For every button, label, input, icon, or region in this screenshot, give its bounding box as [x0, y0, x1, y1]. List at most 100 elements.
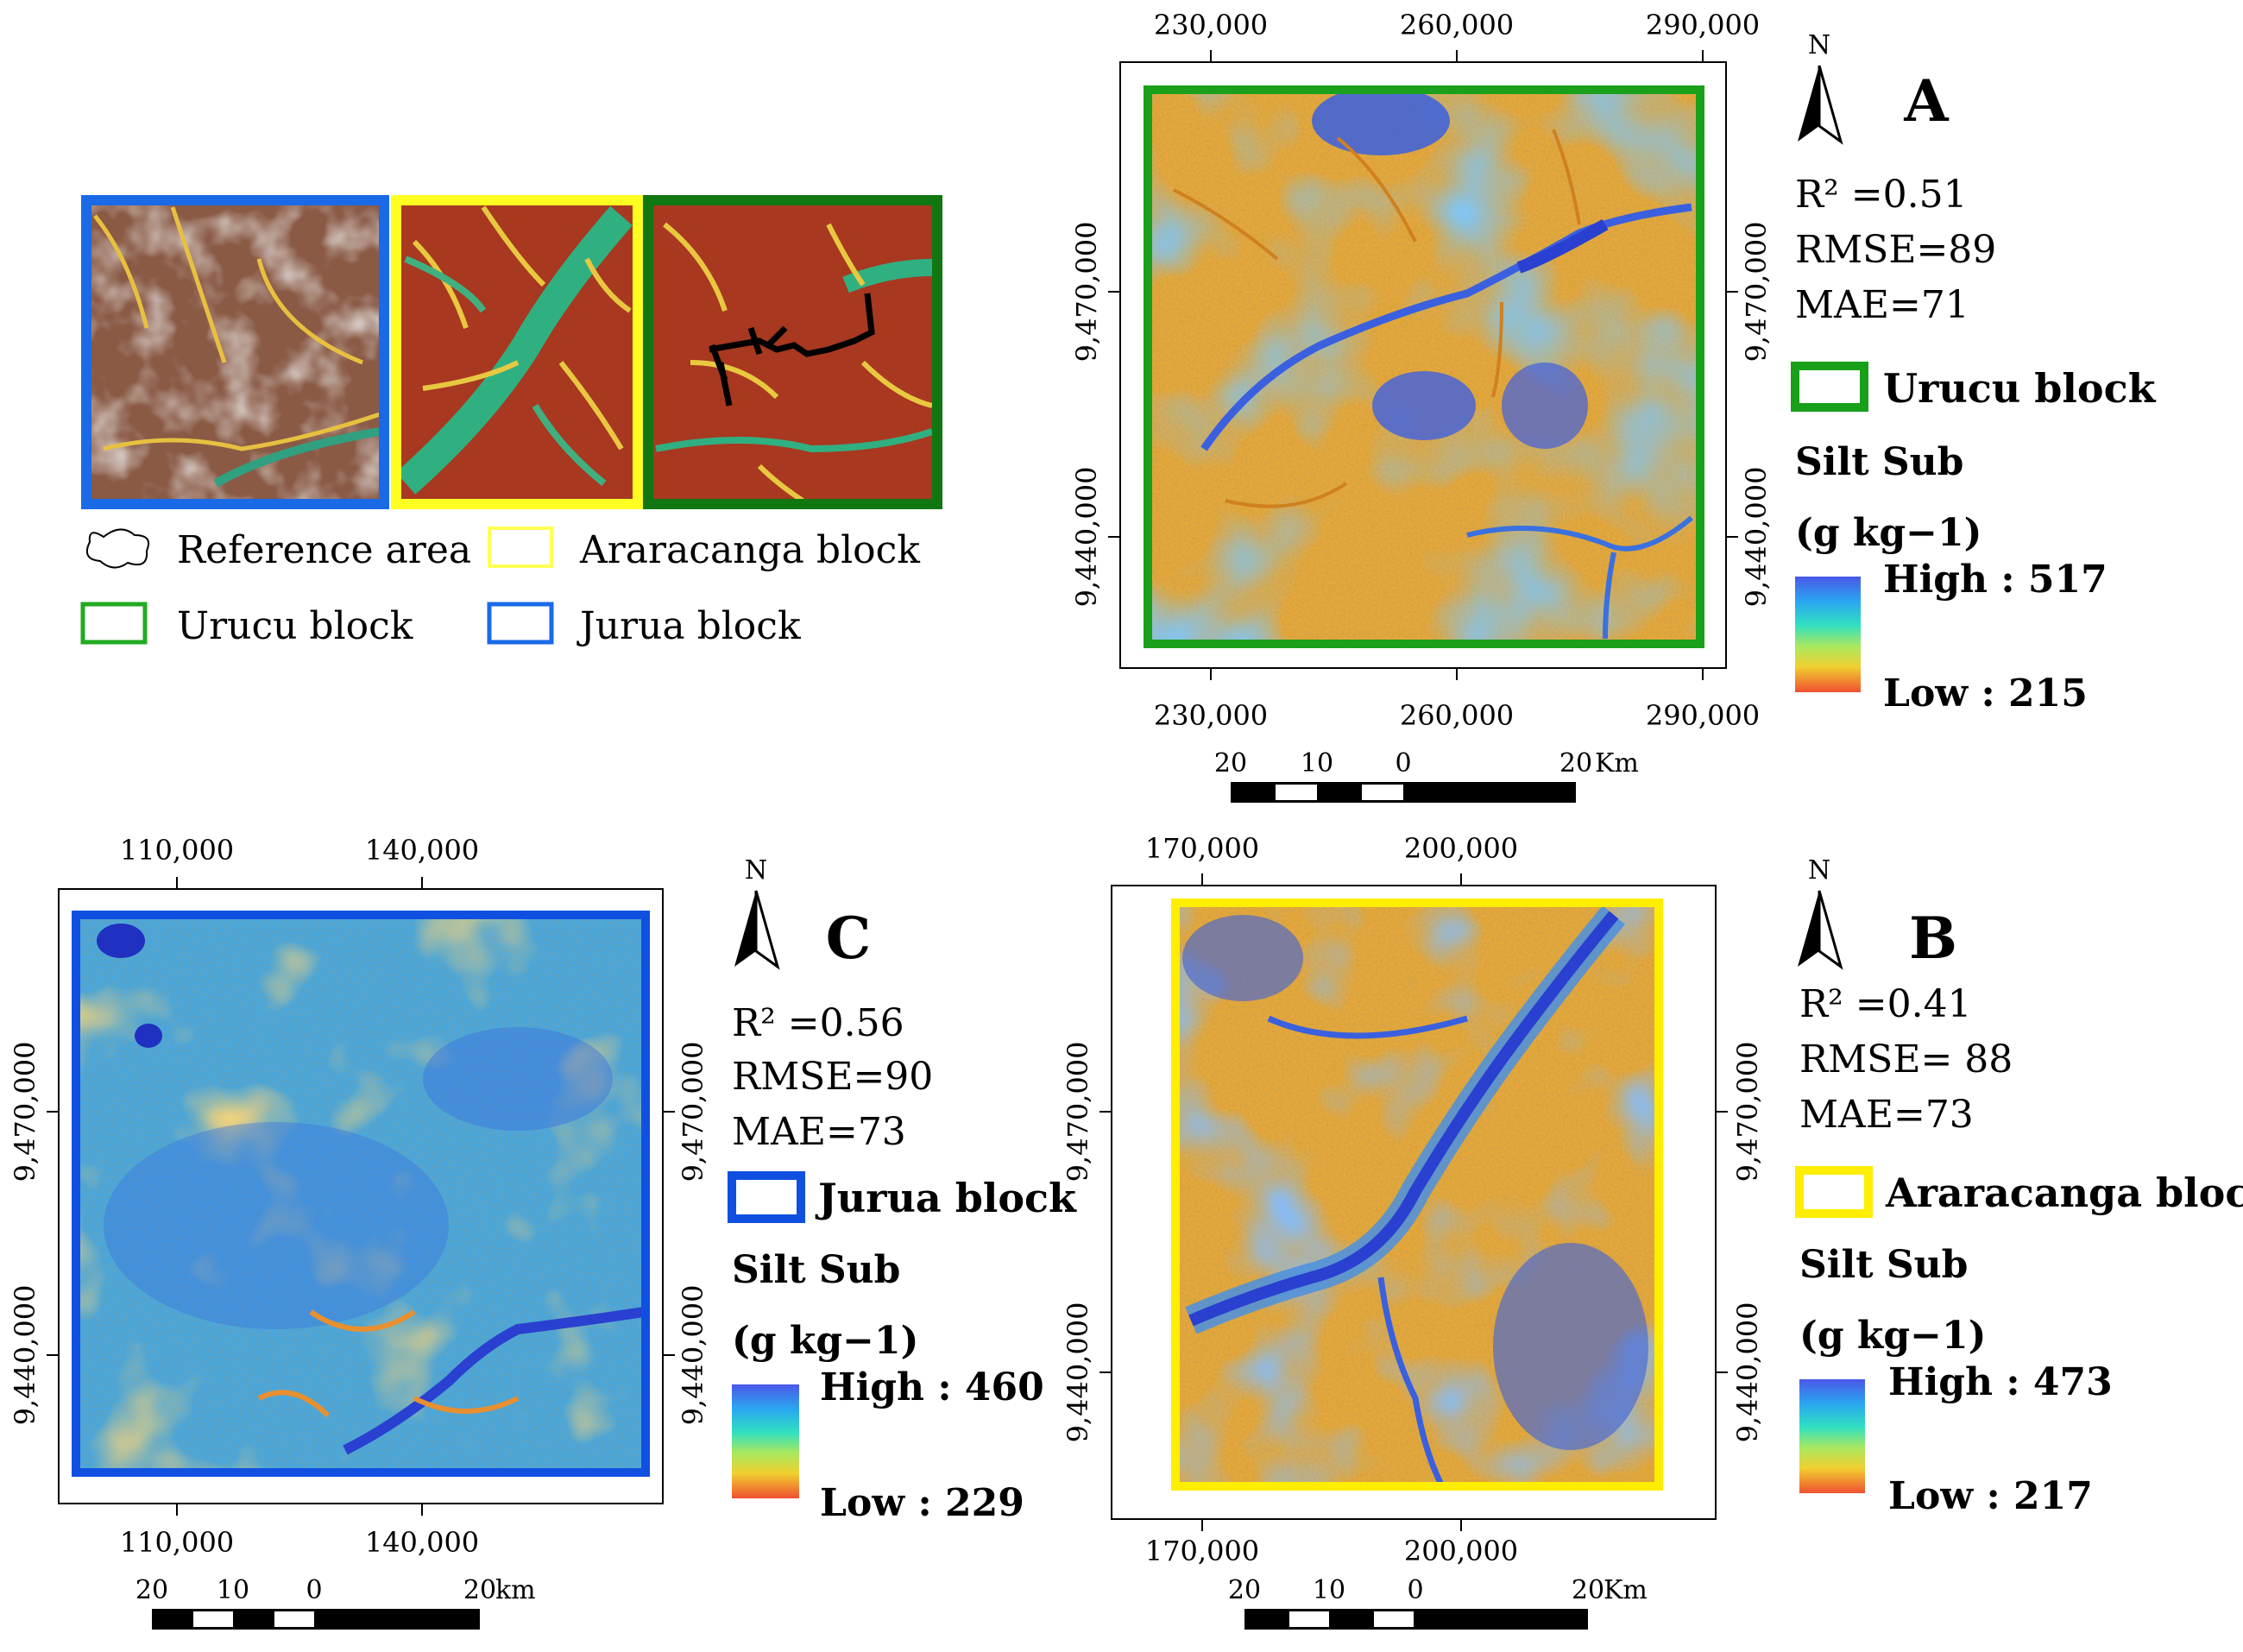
- b-xtick-top-0: 170,000: [1145, 832, 1259, 865]
- c-scale-bar: 20 10 0 20 km: [135, 1575, 536, 1630]
- legend-label-reference: Reference area: [177, 528, 471, 572]
- b-rmse: RMSE= 88: [1799, 1037, 2013, 1081]
- b-north-arrow: N: [1798, 855, 1843, 970]
- a-scale-bar: 20 10 0 20 Km: [1214, 748, 1639, 803]
- b-ytick-left-1: 9,440,000: [1062, 1302, 1094, 1443]
- jurua-symbol: [487, 602, 554, 645]
- b-scale-20-right: 20: [1572, 1575, 1604, 1605]
- b-var-title: Silt Sub: [1799, 1243, 1968, 1287]
- c-ytick-right-1: 9,440,000: [677, 1285, 709, 1426]
- a-ytick-right-1: 9,440,000: [1740, 467, 1773, 608]
- c-xtick-bottom-1: 140,000: [365, 1526, 479, 1559]
- a-scale-20-left: 20: [1214, 748, 1247, 779]
- b-color-ramp: [1799, 1379, 1865, 1493]
- c-r2: R² =0.56: [732, 1001, 904, 1045]
- b-ytick-left-0: 9,470,000: [1062, 1042, 1094, 1182]
- panel-c: 110,000 140,000 110,000 140,000 9,470,00…: [9, 834, 1077, 1630]
- c-scale-20-left: 20: [135, 1575, 168, 1605]
- b-block-label: Araracanga block: [1885, 1170, 2243, 1216]
- a-ytick-right-0: 9,470,000: [1740, 222, 1773, 363]
- c-xtick-top-1: 140,000: [365, 834, 479, 867]
- urucu-symbol: [80, 602, 148, 645]
- b-xtick-bottom-1: 200,000: [1404, 1535, 1518, 1567]
- panel-b: 170,000 200,000 170,000 200,000 9,470,00…: [1062, 832, 2243, 1630]
- a-scale-0: 0: [1395, 748, 1411, 779]
- b-ytick-right-0: 9,470,000: [1731, 1042, 1764, 1182]
- a-ytick-left-0: 9,470,000: [1070, 222, 1103, 363]
- araracanga-thumbnail: [391, 195, 643, 509]
- b-ytick-right-1: 9,440,000: [1731, 1302, 1764, 1443]
- c-ytick-right-0: 9,470,000: [677, 1042, 709, 1182]
- c-var-unit: (g kg−1): [732, 1319, 918, 1363]
- legend-label-jurua: Jurua block: [577, 604, 801, 648]
- a-mae: MAE=71: [1795, 283, 1969, 327]
- a-scale-unit: Km: [1595, 748, 1639, 779]
- b-scale-unit: Km: [1603, 1575, 1648, 1605]
- a-xtick-top-1: 260,000: [1400, 9, 1514, 41]
- c-xtick-top-0: 110,000: [120, 834, 234, 867]
- a-block-label: Urucu block: [1883, 365, 2157, 412]
- b-var-unit: (g kg−1): [1799, 1314, 1986, 1358]
- panel-b-map: [1171, 899, 1663, 1491]
- a-low: Low : 215: [1883, 672, 2088, 716]
- c-ytick-left-0: 9,470,000: [9, 1042, 41, 1182]
- c-north-arrow: N: [734, 855, 780, 970]
- b-scale-20-left: 20: [1228, 1575, 1261, 1605]
- c-high: High : 460: [820, 1365, 1044, 1409]
- b-north-label: N: [1808, 855, 1830, 886]
- a-var-unit: (g kg−1): [1795, 511, 1982, 555]
- c-block-label: Jurua block: [815, 1175, 1077, 1221]
- c-color-ramp: [732, 1384, 799, 1498]
- a-xtick-bottom-0: 230,000: [1154, 699, 1268, 732]
- c-panel-letter: C: [826, 905, 872, 972]
- b-scale-bar: 20 10 0 20 Km: [1228, 1575, 1648, 1630]
- c-mae: MAE=73: [732, 1110, 906, 1154]
- overview-panel: Reference area Araracanga block Urucu bl…: [80, 195, 942, 648]
- panel-a-map: [1144, 85, 1704, 648]
- reference-area-symbol: [86, 528, 150, 569]
- araracanga-symbol: [488, 526, 553, 568]
- c-low: Low : 229: [820, 1481, 1024, 1525]
- b-r2: R² =0.41: [1799, 982, 1972, 1026]
- a-r2: R² =0.51: [1795, 173, 1968, 217]
- a-scale-10: 10: [1301, 748, 1333, 779]
- panel-a: 230,000 260,000 290,000 230,000 260,000 …: [1070, 9, 2157, 803]
- c-scale-20-right: 20: [463, 1575, 496, 1605]
- a-xtick-bottom-2: 290,000: [1646, 699, 1760, 732]
- c-scale-0: 0: [306, 1575, 322, 1605]
- a-block-symbol: [1791, 362, 1868, 412]
- c-north-label: N: [745, 855, 767, 886]
- b-xtick-bottom-0: 170,000: [1145, 1535, 1259, 1567]
- b-scale-10: 10: [1313, 1575, 1345, 1605]
- c-ytick-left-1: 9,440,000: [9, 1285, 41, 1426]
- a-color-ramp: [1795, 577, 1861, 692]
- c-scale-unit: km: [495, 1575, 536, 1605]
- c-scale-10: 10: [217, 1575, 249, 1605]
- a-north-arrow: N: [1798, 30, 1843, 145]
- a-xtick-bottom-1: 260,000: [1400, 699, 1514, 732]
- a-high: High : 517: [1883, 558, 2108, 602]
- jurua-thumbnail: [81, 195, 389, 509]
- c-var-title: Silt Sub: [732, 1248, 900, 1292]
- legend-label-urucu: Urucu block: [177, 604, 413, 648]
- legend-label-araracanga: Araracanga block: [579, 528, 920, 572]
- a-rmse: RMSE=89: [1795, 228, 1996, 272]
- panel-c-map: [72, 911, 650, 1477]
- b-high: High : 473: [1888, 1360, 2113, 1404]
- urucu-thumbnail: [643, 195, 942, 509]
- b-block-symbol: [1795, 1166, 1873, 1218]
- b-scale-0: 0: [1407, 1575, 1423, 1605]
- a-var-title: Silt Sub: [1795, 440, 1963, 484]
- a-panel-letter: A: [1903, 67, 1949, 135]
- a-xtick-top-0: 230,000: [1154, 9, 1268, 41]
- c-xtick-bottom-0: 110,000: [120, 1526, 234, 1559]
- a-xtick-top-2: 290,000: [1646, 9, 1760, 41]
- a-ytick-left-1: 9,440,000: [1070, 467, 1103, 608]
- c-rmse: RMSE=90: [732, 1055, 933, 1099]
- c-block-symbol: [728, 1171, 805, 1223]
- a-scale-20-right: 20: [1559, 748, 1592, 779]
- b-mae: MAE=73: [1799, 1093, 1974, 1137]
- a-north-label: N: [1808, 30, 1830, 60]
- overview-legend: Reference area Araracanga block Urucu bl…: [80, 526, 920, 648]
